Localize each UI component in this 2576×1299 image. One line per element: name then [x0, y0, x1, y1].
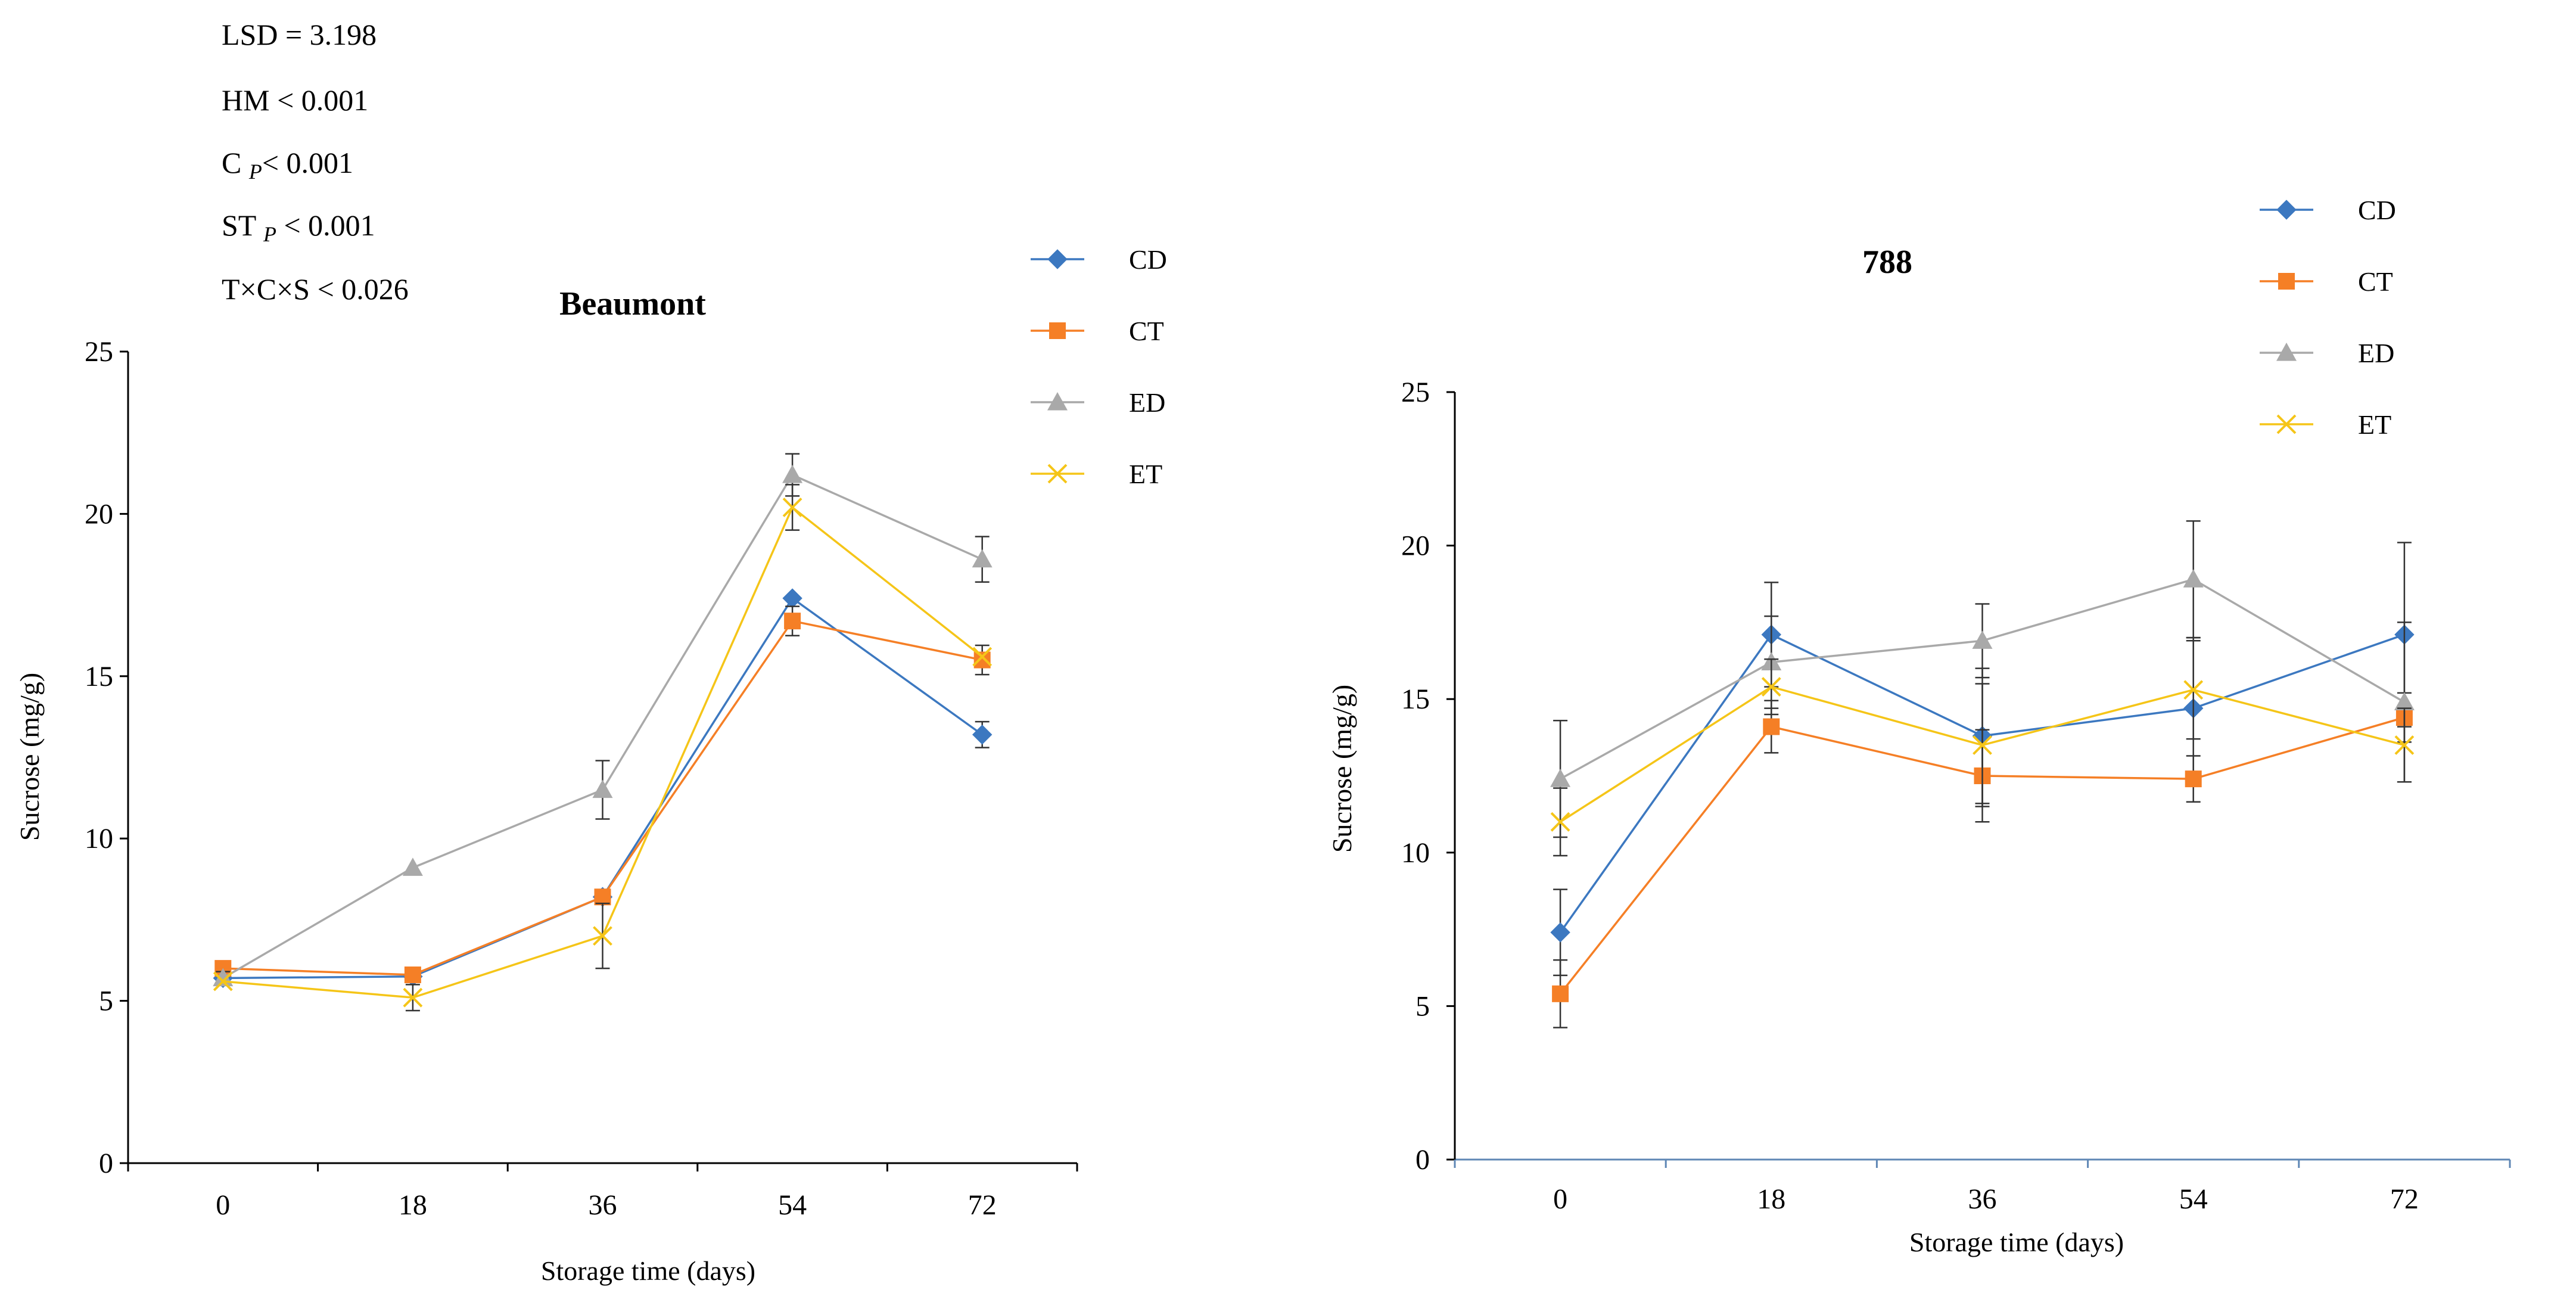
x-tick-label: 54 — [778, 1189, 807, 1221]
x-tick-label: 36 — [1968, 1183, 1997, 1215]
legend-item-et: ET — [2260, 409, 2391, 440]
x-tick-label: 18 — [1757, 1183, 1785, 1215]
legend-label: ED — [1129, 387, 1165, 418]
legend: CD CT ED ET — [1031, 244, 1167, 489]
y-tick-label: 25 — [85, 336, 113, 368]
legend-item-ed: ED — [2260, 338, 2394, 368]
x-tick-label: 18 — [399, 1189, 427, 1221]
x-tick-label: 0 — [1553, 1183, 1567, 1215]
data-point-ct — [973, 651, 991, 669]
data-point-ct — [784, 613, 801, 630]
data-point-ed — [592, 779, 613, 798]
y-tick-label: 5 — [1415, 990, 1430, 1022]
legend-marker-ct — [1049, 322, 1066, 339]
legend-marker-ed — [1047, 392, 1068, 411]
c-stat: C P< 0.001 — [222, 146, 353, 184]
y-tick-label: 20 — [85, 498, 113, 530]
data-point-ed — [1972, 630, 1993, 649]
y-tick-label: 15 — [85, 661, 113, 692]
legend-item-et: ET — [1031, 459, 1162, 489]
y-tick-label: 15 — [1401, 683, 1430, 715]
chart-title: Beaumont — [559, 285, 706, 322]
data-point-cd — [1550, 922, 1570, 943]
legend-label: CD — [1129, 244, 1167, 275]
x-tick-label: 0 — [216, 1189, 230, 1221]
legend-label: CD — [2358, 195, 2396, 225]
y-tick-label: 0 — [99, 1148, 113, 1179]
data-point-et — [1973, 735, 1992, 755]
hm-stat: HM < 0.001 — [222, 83, 368, 117]
y-tick-label: 0 — [1415, 1144, 1430, 1176]
x-tick-label: 54 — [2179, 1183, 2208, 1215]
x-tick-label: 72 — [968, 1189, 997, 1221]
legend-item-ct: CT — [1031, 316, 1164, 346]
legend-item-ct: CT — [2260, 266, 2393, 297]
y-axis-title: Sucrose (mg/g) — [14, 673, 45, 841]
data-point-et — [972, 647, 993, 667]
data-point-cd — [782, 588, 802, 608]
lsd-stat: LSD = 3.198 — [222, 18, 377, 51]
series-et — [1550, 640, 2415, 857]
data-point-et — [2394, 735, 2415, 755]
legend-label: ET — [2358, 409, 2391, 440]
data-point-et — [1761, 677, 1781, 697]
chart-title: 788 — [1862, 244, 1912, 281]
legend-marker-et — [1047, 464, 1068, 484]
y-axis-title: Sucrose (mg/g) — [1327, 685, 1357, 853]
data-point-ed — [2183, 569, 2204, 588]
st-stat: ST P < 0.001 — [222, 209, 375, 246]
legend-marker-ct — [2278, 273, 2295, 290]
stats-block: LSD = 3.198 HM < 0.001 C P< 0.001 ST P <… — [222, 18, 409, 306]
data-point-ed — [2394, 692, 2415, 710]
legend-label: CT — [2358, 266, 2393, 297]
legend-item-cd: CD — [2260, 195, 2396, 225]
data-point-ed — [972, 549, 993, 568]
data-point-ct — [1552, 985, 1569, 1002]
interaction-stat: T×C×S < 0.026 — [222, 272, 409, 306]
chart-panel-beaumont: 0 5 10 15 20 25 0 18 36 54 72 Beaumont Storage time … — [14, 244, 1167, 1286]
legend-label: ET — [1129, 459, 1162, 489]
x-axis-title: Storage time (days) — [541, 1256, 755, 1286]
legend-item-cd: CD — [1031, 244, 1167, 275]
chart-panel-788: 0 5 10 15 20 25 0 18 36 54 72 788 Storage time (days… — [1327, 195, 2511, 1257]
data-point-ed — [1550, 769, 1571, 787]
series-ct — [214, 605, 991, 984]
data-point-et — [593, 926, 612, 946]
data-point-et — [1550, 812, 1570, 832]
legend-item-ed: ED — [1031, 387, 1165, 418]
data-point-ct — [594, 888, 611, 906]
x-tick-label: 72 — [2390, 1183, 2419, 1215]
legend-label: ED — [2358, 338, 2394, 368]
data-point-ed — [402, 857, 423, 876]
data-point-et — [213, 971, 233, 992]
legend-marker-cd — [1047, 249, 1068, 269]
legend-marker-ed — [2276, 343, 2297, 361]
data-point-ct — [1763, 718, 1780, 735]
legend-label: CT — [1129, 316, 1164, 346]
series-et — [213, 484, 993, 1012]
y-tick-label: 5 — [99, 986, 113, 1017]
x-tick-label: 36 — [589, 1189, 617, 1221]
data-point-ct — [404, 967, 421, 984]
data-point-ct — [2185, 770, 2202, 788]
data-point-et — [403, 987, 423, 1008]
data-point-ed — [782, 465, 803, 483]
y-tick-label: 20 — [1401, 530, 1430, 562]
y-tick-label: 10 — [1401, 837, 1430, 869]
legend-marker-cd — [2276, 200, 2297, 220]
data-point-cd — [972, 725, 993, 745]
y-tick-label: 25 — [1401, 377, 1430, 408]
y-tick-label: 10 — [85, 823, 113, 854]
legend: CD CT ED ET — [2260, 195, 2396, 440]
data-point-et — [782, 498, 802, 517]
x-axis-title: Storage time (days) — [1909, 1227, 2124, 1257]
data-point-et — [2183, 680, 2204, 700]
legend-marker-et — [2276, 414, 2297, 434]
